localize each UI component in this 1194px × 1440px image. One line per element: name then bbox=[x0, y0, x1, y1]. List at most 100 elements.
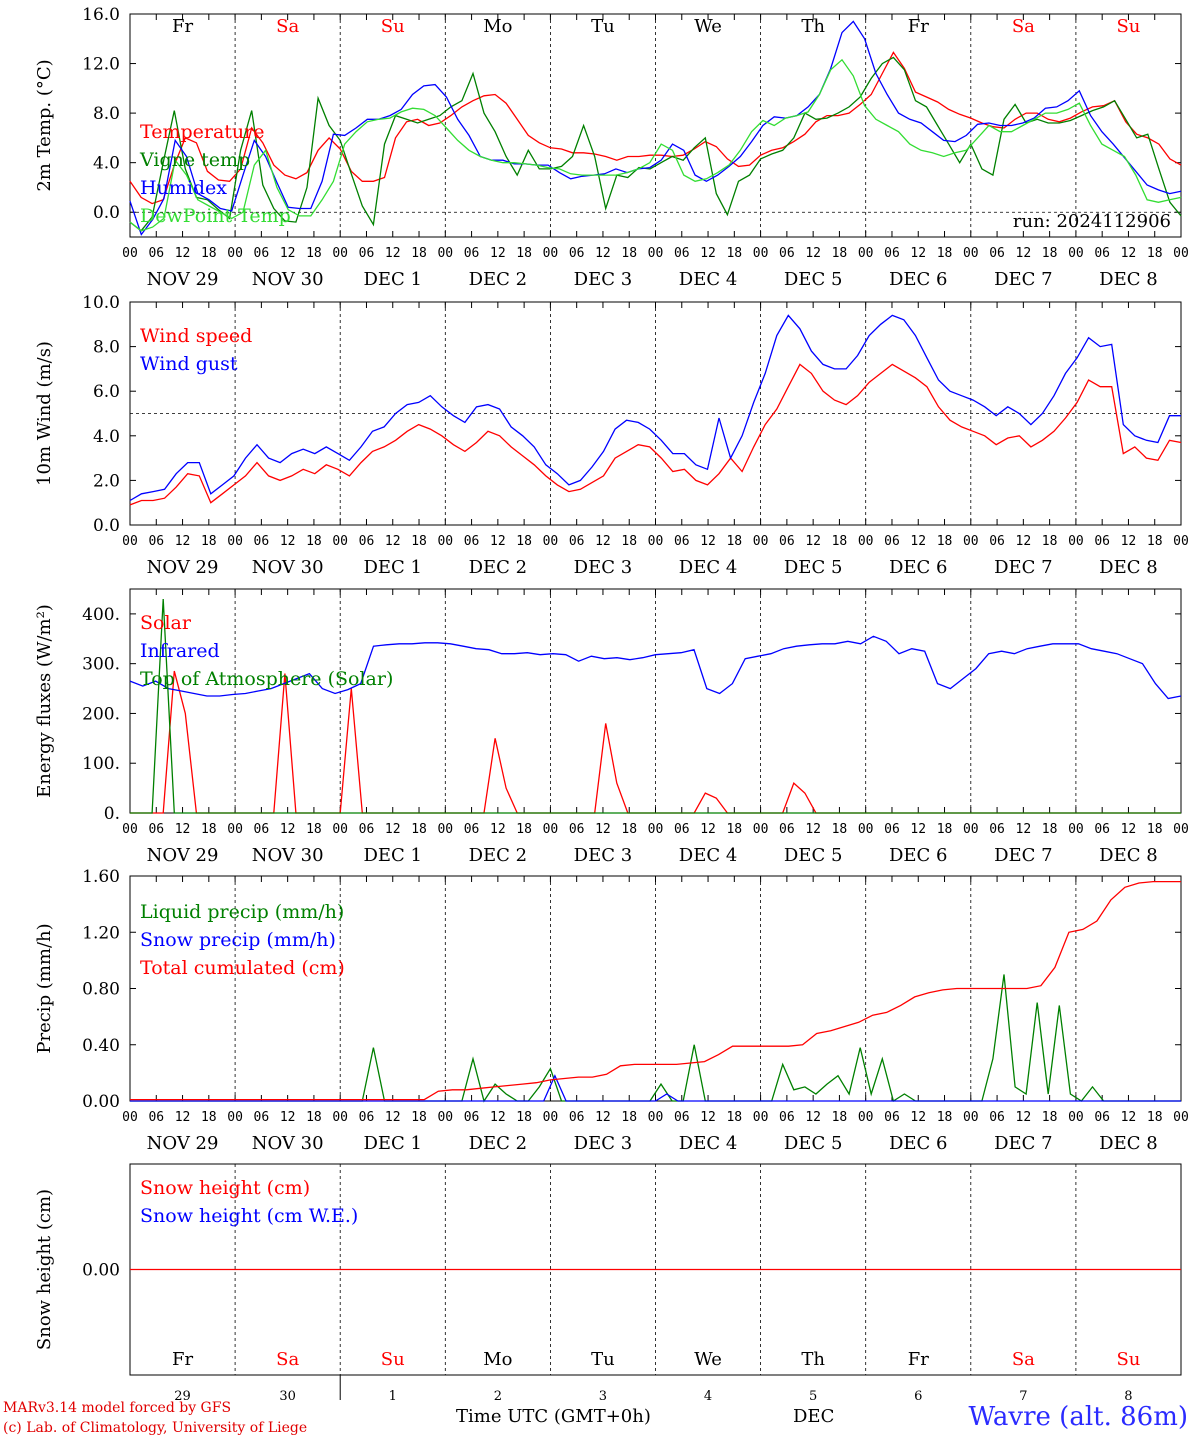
hour-label: 12 bbox=[595, 246, 611, 261]
day-abbr-top: Sa bbox=[276, 16, 299, 37]
time-axis-label: Time UTC (GMT+0h) bbox=[456, 1406, 651, 1427]
hour-label: 00 bbox=[963, 1110, 979, 1125]
hour-label: 12 bbox=[1016, 1110, 1032, 1125]
hour-label: 18 bbox=[726, 822, 742, 837]
model-credit: MARv3.14 model forced by GFS bbox=[3, 1400, 232, 1416]
hour-label: 06 bbox=[464, 246, 480, 261]
hour-label: 18 bbox=[621, 534, 637, 549]
date-label: DEC 8 bbox=[1099, 1133, 1158, 1154]
y-tick-label: 300. bbox=[82, 655, 120, 675]
hour-label: 00 bbox=[227, 822, 243, 837]
hour-label: 12 bbox=[700, 822, 716, 837]
date-label: NOV 30 bbox=[252, 557, 324, 578]
legend-entry: Top of Atmosphere (Solar) bbox=[140, 668, 393, 690]
hour-label: 18 bbox=[201, 246, 217, 261]
lab-credit: (c) Lab. of Climatology, University of L… bbox=[3, 1420, 308, 1436]
hour-label: 06 bbox=[884, 1110, 900, 1125]
date-label: DEC 1 bbox=[363, 269, 422, 290]
hour-label: 06 bbox=[464, 1110, 480, 1125]
date-label: NOV 29 bbox=[147, 1133, 219, 1154]
hour-label: 00 bbox=[648, 822, 664, 837]
day-number: 3 bbox=[599, 1389, 607, 1404]
y-axis-label: Energy fluxes (W/m²) bbox=[34, 604, 55, 798]
hour-label: 12 bbox=[805, 822, 821, 837]
date-label: DEC 2 bbox=[469, 557, 528, 578]
hour-label: 00 bbox=[858, 534, 874, 549]
series-line bbox=[129, 314, 1181, 502]
hour-label: 06 bbox=[779, 246, 795, 261]
hour-label: 00 bbox=[543, 1110, 559, 1125]
hour-label: 00 bbox=[1173, 822, 1189, 837]
hour-label: 18 bbox=[1042, 534, 1058, 549]
hour-label: 06 bbox=[1094, 534, 1110, 549]
hour-label: 12 bbox=[1016, 822, 1032, 837]
day-number: 30 bbox=[279, 1389, 296, 1404]
hour-label: 12 bbox=[805, 246, 821, 261]
hour-label: 12 bbox=[280, 822, 296, 837]
hour-label: 06 bbox=[148, 246, 164, 261]
hour-label: 12 bbox=[805, 1110, 821, 1125]
date-label: DEC 2 bbox=[469, 1133, 528, 1154]
series-line bbox=[130, 598, 1181, 814]
hour-label: 00 bbox=[753, 1110, 769, 1125]
day-abbr-bottom: We bbox=[694, 1349, 722, 1370]
date-label: NOV 29 bbox=[147, 845, 219, 866]
day-abbr-bottom: Fr bbox=[172, 1349, 193, 1370]
hour-label: 00 bbox=[227, 246, 243, 261]
series-line bbox=[130, 880, 1181, 1101]
date-label: DEC 6 bbox=[889, 557, 948, 578]
day-abbr-bottom: Th bbox=[801, 1349, 825, 1370]
date-label: DEC 4 bbox=[679, 557, 738, 578]
hour-label: 06 bbox=[254, 1110, 270, 1125]
hour-label: 00 bbox=[858, 246, 874, 261]
hour-label: 12 bbox=[700, 1110, 716, 1125]
y-tick-label: 0.00 bbox=[82, 1261, 120, 1281]
hour-label: 12 bbox=[490, 534, 506, 549]
hour-label: 00 bbox=[648, 534, 664, 549]
hour-label: 18 bbox=[411, 1110, 427, 1125]
date-label: DEC 8 bbox=[1099, 557, 1158, 578]
hour-label: 12 bbox=[490, 822, 506, 837]
hour-label: 00 bbox=[543, 534, 559, 549]
hour-label: 18 bbox=[1042, 1110, 1058, 1125]
day-abbr-bottom: Tu bbox=[591, 1349, 615, 1370]
y-tick-label: 8.0 bbox=[93, 338, 120, 358]
date-label: DEC 3 bbox=[574, 1133, 633, 1154]
hour-label: 12 bbox=[175, 1110, 191, 1125]
hour-label: 00 bbox=[122, 534, 138, 549]
hour-label: 06 bbox=[989, 534, 1005, 549]
hour-label: 12 bbox=[385, 534, 401, 549]
day-number: 8 bbox=[1124, 1389, 1132, 1404]
run-annotation: run: 2024112906 bbox=[1013, 211, 1171, 232]
date-label: DEC 5 bbox=[784, 845, 843, 866]
hour-label: 18 bbox=[832, 1110, 848, 1125]
hour-label: 12 bbox=[910, 1110, 926, 1125]
hour-label: 12 bbox=[385, 1110, 401, 1125]
hour-label: 12 bbox=[490, 1110, 506, 1125]
y-axis-label: Precip (mm/h) bbox=[34, 923, 55, 1053]
series-line bbox=[129, 635, 1182, 700]
day-abbr-top: Fr bbox=[908, 16, 929, 37]
hour-label: 18 bbox=[516, 1110, 532, 1125]
series-line bbox=[129, 20, 1182, 236]
hour-label: 00 bbox=[1173, 246, 1189, 261]
date-label: DEC 1 bbox=[363, 1133, 422, 1154]
hour-label: 18 bbox=[411, 534, 427, 549]
day-abbr-bottom: Fr bbox=[908, 1349, 929, 1370]
hour-label: 06 bbox=[569, 246, 585, 261]
hour-label: 18 bbox=[621, 1110, 637, 1125]
date-label: DEC 8 bbox=[1099, 845, 1158, 866]
hour-label: 06 bbox=[569, 822, 585, 837]
hour-label: 18 bbox=[726, 534, 742, 549]
date-label: DEC 5 bbox=[784, 557, 843, 578]
day-number: 7 bbox=[1019, 1389, 1027, 1404]
hour-label: 06 bbox=[359, 246, 375, 261]
hour-label: 18 bbox=[1147, 1110, 1163, 1125]
hour-label: 06 bbox=[1094, 822, 1110, 837]
hour-label: 18 bbox=[411, 246, 427, 261]
hour-label: 18 bbox=[621, 246, 637, 261]
day-number: 5 bbox=[809, 1389, 817, 1404]
hour-label: 18 bbox=[937, 822, 953, 837]
hour-label: 06 bbox=[254, 534, 270, 549]
